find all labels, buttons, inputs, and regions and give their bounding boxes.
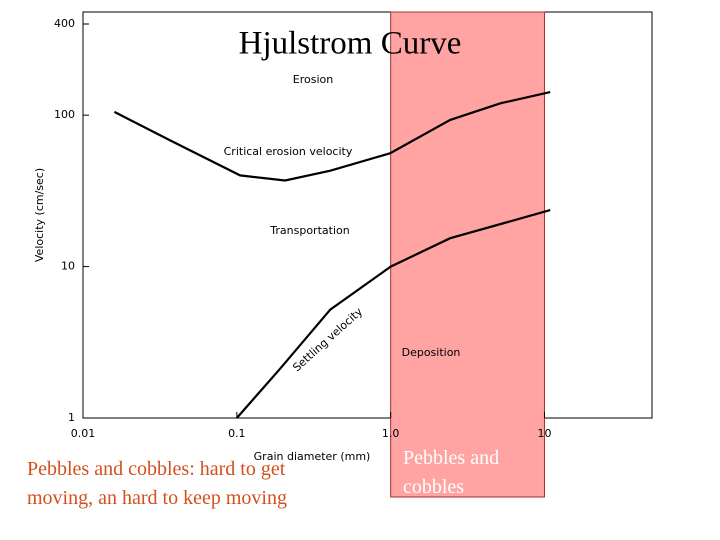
chart-title: Hjulstrom Curve bbox=[239, 26, 462, 62]
y-axis-label: Velocity (cm/sec) bbox=[33, 168, 46, 262]
y-tick-label: 1 bbox=[68, 411, 75, 424]
x-tick-label: 0.01 bbox=[71, 427, 96, 440]
x-tick-label: 0.1 bbox=[228, 427, 246, 440]
highlight-label: Pebbles and cobbles bbox=[403, 447, 500, 498]
y-tick-label: 100 bbox=[54, 108, 75, 121]
plot-frame bbox=[82, 11, 653, 419]
annotation: Transportation bbox=[269, 224, 349, 237]
annotation: Erosion bbox=[293, 73, 333, 86]
y-tick-label: 400 bbox=[54, 17, 75, 30]
curve bbox=[235, 209, 551, 419]
series-label: Critical erosion velocity bbox=[224, 145, 353, 158]
curve bbox=[113, 91, 551, 182]
x-tick-label: 1.0 bbox=[382, 427, 400, 440]
x-tick-label: 10 bbox=[537, 427, 551, 440]
note-text: Pebbles and cobbles: hard to get moving,… bbox=[27, 458, 287, 509]
annotation: Deposition bbox=[402, 346, 461, 359]
x-axis-label: Grain diameter (mm) bbox=[254, 450, 371, 463]
y-tick-label: 10 bbox=[61, 260, 75, 273]
